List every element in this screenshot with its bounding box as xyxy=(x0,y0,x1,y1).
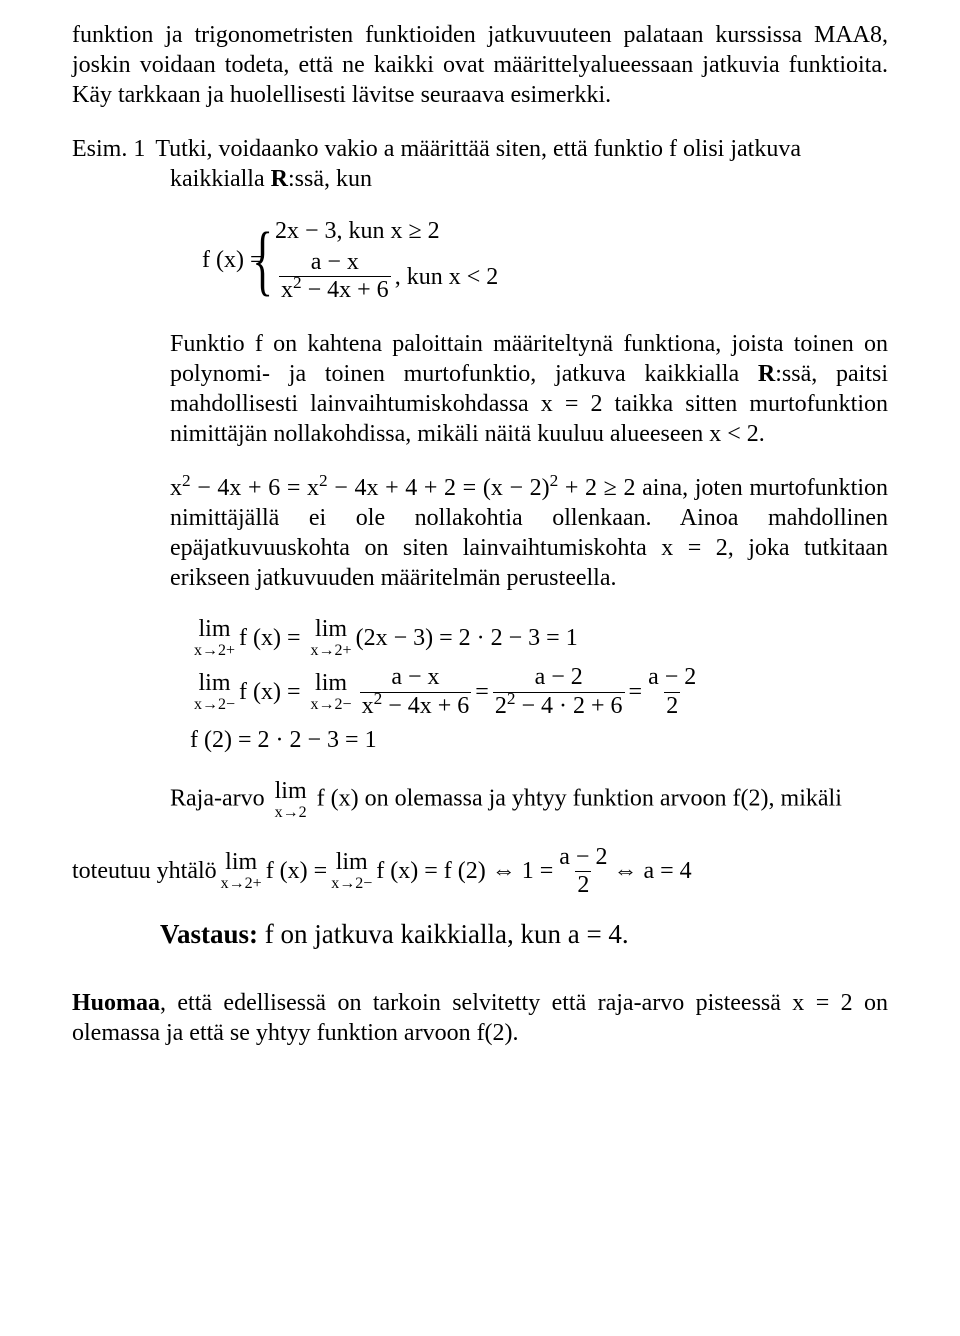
example-paragraph-2: Funktio f on kahtena paloittain määritel… xyxy=(170,329,888,449)
piecewise-row-1: 2x − 3, kun x ≥ 2 xyxy=(275,214,498,248)
piecewise-function: f (x) = ⎧⎩ { 2x − 3, kun x ≥ 2 a − x x2 … xyxy=(202,214,888,305)
answer-line: Vastaus: f on jatkuva kaikkialla, kun a … xyxy=(160,918,888,952)
limit-line-3: f (2) = 2 · 2 − 3 = 1 xyxy=(190,725,888,755)
example-paragraph-5: toteutuu yhtälö limx→2+ f (x) = limx→2− … xyxy=(72,845,888,898)
example-paragraph-4: Raja-arvo limx→2 f (x) on olemassa ja yh… xyxy=(170,779,888,821)
limit-line-1: limx→2+ f (x) = limx→2+ (2x − 3) = 2 · 2… xyxy=(190,617,888,659)
example-lead-a: Tutki, voidaanko vakio a määrittää siten… xyxy=(155,134,888,164)
intro-paragraph: funktion ja trigonometristen funktioiden… xyxy=(72,20,888,110)
piecewise-row-2: a − x x2 − 4x + 6 , kun x < 2 xyxy=(275,248,498,305)
limit-line-2: limx→2− f (x) = limx→2− a − x x2 − 4x + … xyxy=(190,665,888,718)
example-paragraph-3: x2 − 4x + 6 = x2 − 4x + 4 + 2 = (x − 2)2… xyxy=(170,473,888,593)
example-label: Esim. 1 xyxy=(72,134,155,164)
limit-block: limx→2+ f (x) = limx→2+ (2x − 3) = 2 · 2… xyxy=(190,617,888,754)
example-lead-b: kaikkialla R:ssä, kun xyxy=(170,164,888,194)
footer-note: Huomaa, että edellisessä on tarkoin selv… xyxy=(72,988,888,1048)
example-block: Esim. 1 Tutki, voidaanko vakio a määritt… xyxy=(72,134,888,194)
